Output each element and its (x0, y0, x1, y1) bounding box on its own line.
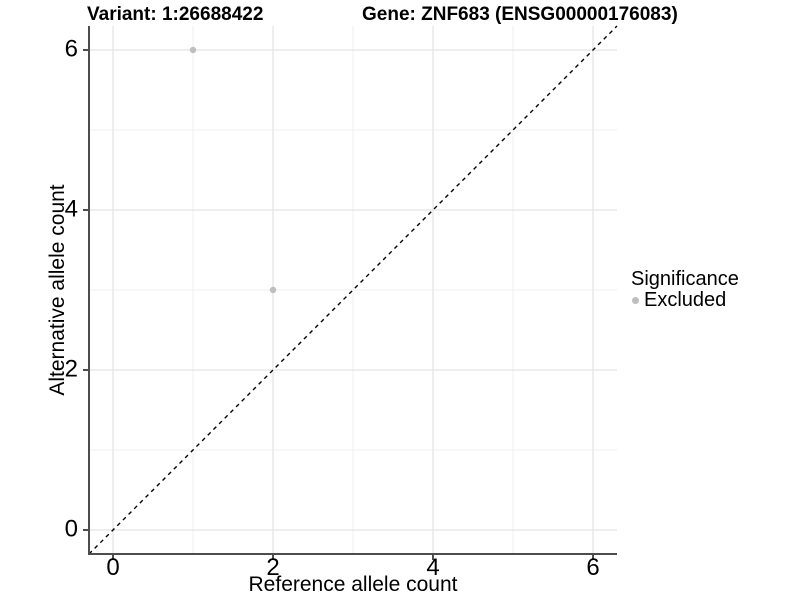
y-tick-label: 4 (64, 195, 78, 223)
y-tick-label: 0 (64, 515, 78, 543)
y-tick-label: 6 (64, 35, 78, 63)
x-tick-label: 2 (266, 554, 280, 581)
x-axis-title: Reference allele count (248, 573, 458, 596)
x-tick-label: 0 (106, 554, 120, 581)
x-tick-label: 6 (586, 554, 600, 581)
plot-title-variant: Variant: 1:26688422 (87, 4, 264, 25)
legend-item-excluded: Excluded (632, 289, 739, 311)
legend-title: Significance (631, 268, 739, 290)
plot-title-gene: Gene: ZNF683 (ENSG00000176083) (362, 4, 678, 25)
y-tick-label: 2 (64, 355, 78, 383)
x-tick-label: 4 (426, 554, 440, 581)
data-point (269, 286, 277, 294)
data-point (189, 46, 197, 54)
legend-key-dot-icon (632, 297, 639, 304)
legend: Significance Excluded (631, 268, 739, 310)
legend-item-label: Excluded (644, 289, 727, 311)
